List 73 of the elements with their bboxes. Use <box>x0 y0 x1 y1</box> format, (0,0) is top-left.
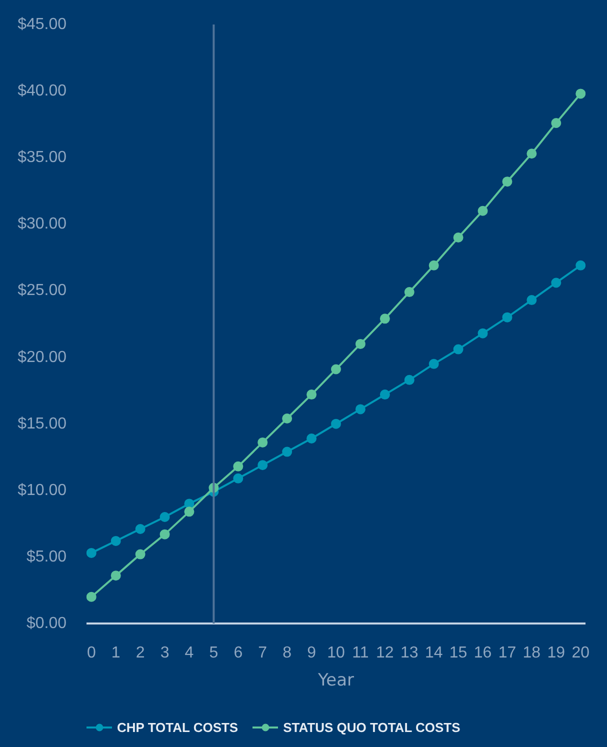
point <box>478 328 488 338</box>
point <box>306 390 317 400</box>
point <box>86 548 96 558</box>
y-tick-label: $25.00 <box>18 282 67 300</box>
point <box>404 287 414 298</box>
point <box>282 446 292 457</box>
point <box>380 390 390 400</box>
point <box>428 260 439 270</box>
point <box>526 148 537 159</box>
x-tick-label: 5 <box>209 644 218 662</box>
x-tick-label: 9 <box>307 644 316 662</box>
x-tick-label: 10 <box>327 644 345 662</box>
y-tick-label: $0.00 <box>26 615 67 632</box>
x-tick-label: 3 <box>160 644 170 662</box>
legend-label: CHP TOTAL COSTS <box>117 719 238 735</box>
x-tick-label: 13 <box>400 644 418 662</box>
legend-label: STATUS QUO TOTAL COSTS <box>283 719 460 735</box>
y-tick-label: $35.00 <box>18 149 67 166</box>
x-tick-label: 14 <box>424 644 443 662</box>
point <box>355 338 366 349</box>
point <box>576 260 586 270</box>
point <box>86 592 96 602</box>
x-tick-label: 12 <box>376 644 394 662</box>
x-tick-label: 15 <box>449 644 468 662</box>
point <box>233 461 244 472</box>
x-tick-label: 2 <box>136 644 145 662</box>
x-tick-label: 16 <box>474 644 492 662</box>
point <box>355 404 366 414</box>
x-tick-label: 19 <box>547 644 566 662</box>
point <box>551 118 562 128</box>
point <box>502 176 512 187</box>
x-tick-label: 6 <box>234 644 243 662</box>
point <box>576 88 586 99</box>
point <box>135 549 146 560</box>
point <box>160 529 170 540</box>
point <box>551 278 562 288</box>
point <box>526 295 537 306</box>
point <box>306 433 317 444</box>
point <box>331 418 341 429</box>
x-tick-label: 1 <box>111 644 120 662</box>
point <box>110 570 121 581</box>
point <box>233 473 244 484</box>
point <box>135 524 146 534</box>
point <box>258 460 268 470</box>
point <box>478 206 488 216</box>
x-tick-label: 4 <box>184 644 194 662</box>
x-tick-label: 0 <box>86 644 96 662</box>
point <box>428 358 439 369</box>
point <box>282 414 292 424</box>
point <box>110 536 121 546</box>
x-tick-label: 20 <box>572 644 590 662</box>
x-tick-label: 11 <box>352 644 369 662</box>
point <box>502 312 512 322</box>
y-tick-label: $10.00 <box>18 482 67 499</box>
point <box>331 364 341 374</box>
point <box>453 232 464 242</box>
point <box>453 344 464 354</box>
point <box>258 437 268 448</box>
x-tick-label: 17 <box>498 644 516 662</box>
y-tick-label: $20.00 <box>18 348 67 366</box>
y-tick-label: $15.00 <box>18 415 67 432</box>
point <box>184 506 194 517</box>
point <box>404 374 414 385</box>
point <box>160 512 170 522</box>
x-tick-label: 7 <box>258 644 268 662</box>
y-tick-label: $5.00 <box>26 548 67 566</box>
x-tick-label: 8 <box>282 644 292 662</box>
y-tick-label: $40.00 <box>18 82 67 100</box>
point <box>380 314 390 324</box>
x-axis-title: Year <box>317 670 354 690</box>
y-tick-label: $30.00 <box>18 216 67 233</box>
y-tick-label: $45.00 <box>18 16 67 33</box>
x-tick-label: 18 <box>522 644 541 662</box>
